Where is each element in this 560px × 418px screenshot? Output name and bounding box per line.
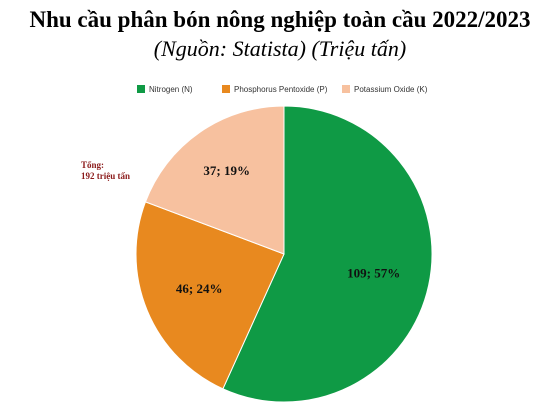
- chart-title: Nhu cầu phân bón nông nghiệp toàn cầu 20…: [29, 7, 531, 32]
- pie-slice-1: [135, 201, 285, 390]
- legend-label-nitrogen: Nitrogen (N): [149, 84, 193, 94]
- pie-slices: [135, 105, 433, 403]
- chart-legend: Nitrogen (N) Phosphorus Pentoxide (P) Po…: [0, 82, 560, 96]
- total-value: 192 triệu tấn: [81, 171, 130, 181]
- legend-swatch-nitrogen: [137, 85, 145, 93]
- pie-label-0: 109; 57%: [347, 265, 400, 280]
- legend-label-potassium: Potassium Oxide (K): [354, 84, 428, 94]
- pie-label-2: 37; 19%: [203, 163, 250, 178]
- legend-swatch-potassium: [342, 85, 350, 93]
- chart-subtitle: (Nguồn: Statista) (Triệu tấn): [153, 36, 407, 61]
- legend-label-phosphorus: Phosphorus Pentoxide (P): [234, 84, 328, 94]
- pie-label-1: 46; 24%: [176, 281, 223, 296]
- pie-labels: 109; 57% 46; 24% 37; 19%: [176, 163, 400, 296]
- legend-item-nitrogen: Nitrogen (N): [137, 82, 193, 96]
- total-annotation: Tổng: 192 triệu tấn: [81, 160, 130, 182]
- legend-swatch-phosphorus: [222, 85, 230, 93]
- pie-slice-0: [222, 105, 433, 403]
- total-label: Tổng:: [81, 160, 105, 170]
- pie-slice-2: [144, 105, 285, 255]
- legend-item-potassium: Potassium Oxide (K): [342, 82, 427, 96]
- legend-item-phosphorus: Phosphorus Pentoxide (P): [222, 82, 327, 96]
